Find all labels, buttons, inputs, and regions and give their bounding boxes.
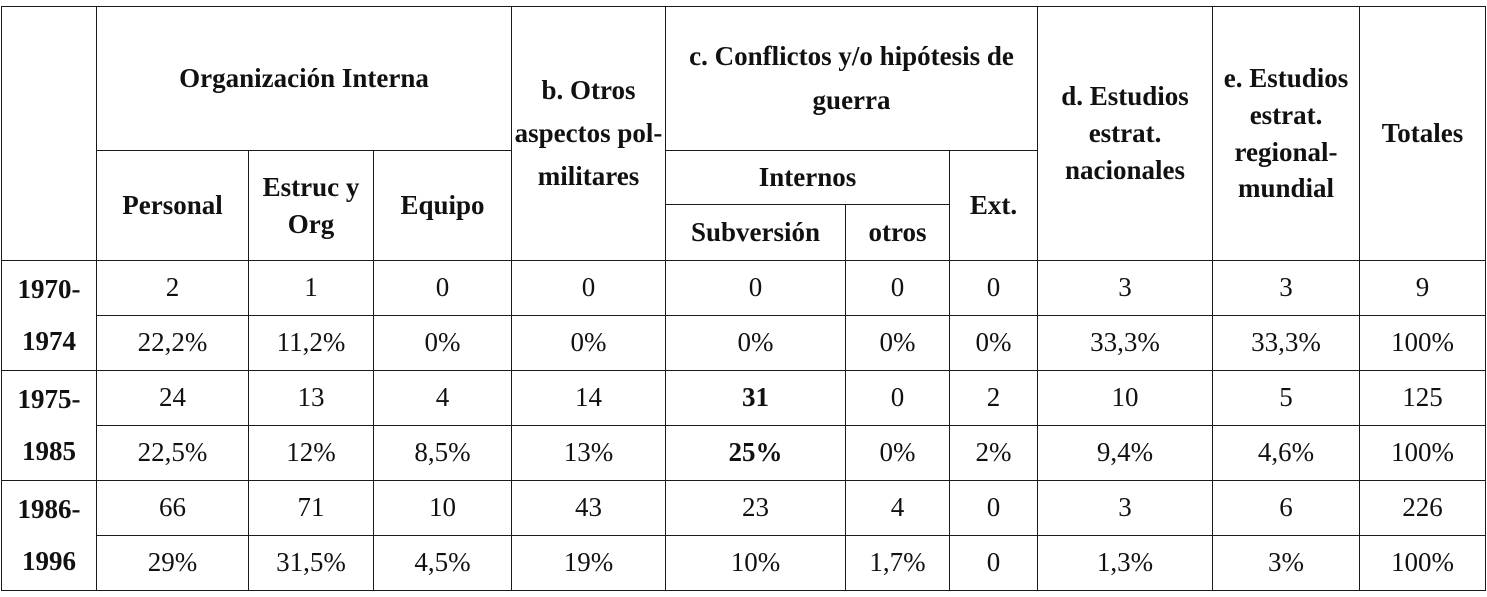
percent-cell: 0% <box>845 425 951 481</box>
percent-cell: 11,2% <box>248 315 374 371</box>
count-cell: 0 <box>949 260 1039 316</box>
count-cell: 0 <box>511 260 667 316</box>
table-row: 22,5% 12% 8,5% 13% 25% 0% 2% 9,4% 4,6% 1… <box>2 425 1487 481</box>
percent-cell: 33,3% <box>1212 315 1361 371</box>
count-cell: 6 <box>1212 480 1361 536</box>
count-cell: 0 <box>845 370 951 426</box>
header-estruc-org: Estruc y Org <box>248 150 374 261</box>
percent-cell: 4,6% <box>1212 425 1361 481</box>
percent-cell: 19% <box>511 535 667 591</box>
percent-cell: 8,5% <box>372 425 513 481</box>
count-cell: 10 <box>372 480 513 536</box>
count-cell: 2 <box>949 370 1039 426</box>
header-otros: otros <box>845 204 951 261</box>
percent-cell-highlight: 25% <box>665 425 847 481</box>
table-row: 29% 31,5% 4,5% 19% 10% 1,7% 0 1,3% 3% 10… <box>2 535 1487 591</box>
table-row: 1986- 1996 66 71 10 43 23 4 0 3 6 226 <box>1 480 1487 591</box>
percent-cell: 1,7% <box>845 535 951 591</box>
count-cell: 1 <box>248 260 374 316</box>
percent-cell: 100% <box>1359 425 1487 481</box>
percent-cell: 13% <box>511 425 667 481</box>
header-estudios-regional: e. Estudios estrat. regional-mundial <box>1212 6 1361 261</box>
corner-cell <box>1 6 97 261</box>
count-cell: 2 <box>96 260 249 316</box>
count-cell: 13 <box>248 370 374 426</box>
header-org-interna: Organización Interna <box>95 6 513 151</box>
header-internos: Internos <box>665 150 951 205</box>
percent-cell: 0% <box>511 315 667 371</box>
percent-cell: 0% <box>845 315 951 371</box>
percent-cell: 9,4% <box>1037 425 1214 481</box>
percent-cell: 0 <box>949 535 1039 591</box>
header-conflictos: c. Conflictos y/o hipótesis de guerra <box>665 6 1039 151</box>
percent-cell: 4,5% <box>372 535 513 591</box>
percent-cell: 0% <box>372 315 513 371</box>
count-cell: 3 <box>1212 260 1361 316</box>
percent-cell: 1,3% <box>1037 535 1214 591</box>
percent-cell: 33,3% <box>1037 315 1214 371</box>
header-otros-aspectos: b. Otros aspectos pol-militares <box>511 6 667 261</box>
data-table: Organización Interna b. Otros aspectos p… <box>1 6 1487 591</box>
period-label: 1970- 1974 <box>1 260 97 371</box>
table-row: 1970- 1974 2 1 0 0 0 0 0 3 3 9 <box>1 260 1487 371</box>
count-cell: 226 <box>1359 480 1487 536</box>
count-cell: 9 <box>1359 260 1487 316</box>
count-cell: 4 <box>372 370 513 426</box>
percent-cell: 0% <box>949 315 1039 371</box>
count-cell: 14 <box>511 370 667 426</box>
count-cell: 71 <box>248 480 374 536</box>
count-cell: 0 <box>372 260 513 316</box>
percent-cell: 0% <box>665 315 847 371</box>
header-equipo: Equipo <box>372 150 513 261</box>
count-cell: 3 <box>1037 480 1214 536</box>
header-subversion: Subversión <box>665 204 847 261</box>
percent-cell: 2% <box>949 425 1039 481</box>
count-cell: 10 <box>1037 370 1214 426</box>
count-cell: 3 <box>1037 260 1214 316</box>
percent-cell: 100% <box>1359 535 1487 591</box>
percent-cell: 3% <box>1212 535 1361 591</box>
percent-cell: 29% <box>96 535 249 591</box>
percent-cell: 22,2% <box>96 315 249 371</box>
header-ext: Ext. <box>949 150 1039 261</box>
count-cell: 66 <box>96 480 249 536</box>
header-totales: Totales <box>1359 6 1487 261</box>
period-label: 1986- 1996 <box>1 480 97 591</box>
count-cell: 24 <box>96 370 249 426</box>
table-row: 22,2% 11,2% 0% 0% 0% 0% 0% 33,3% 33,3% 1… <box>2 315 1487 371</box>
percent-cell: 100% <box>1359 315 1487 371</box>
count-cell: 5 <box>1212 370 1361 426</box>
header-personal: Personal <box>96 150 249 261</box>
count-cell: 43 <box>511 480 667 536</box>
count-cell: 0 <box>949 480 1039 536</box>
header-estudios-nacionales: d. Estudios estrat. nacionales <box>1037 6 1214 261</box>
percent-cell: 10% <box>665 535 847 591</box>
percent-cell: 31,5% <box>248 535 374 591</box>
percent-cell: 22,5% <box>96 425 249 481</box>
count-cell: 4 <box>845 480 951 536</box>
count-cell: 23 <box>665 480 847 536</box>
percent-cell: 12% <box>248 425 374 481</box>
count-cell: 0 <box>845 260 951 316</box>
count-cell: 0 <box>665 260 847 316</box>
table-row: 1975- 1985 24 13 4 14 31 0 2 10 5 125 <box>1 370 1487 481</box>
count-cell: 125 <box>1359 370 1487 426</box>
count-cell-highlight: 31 <box>665 370 847 426</box>
period-label: 1975- 1985 <box>1 370 97 481</box>
